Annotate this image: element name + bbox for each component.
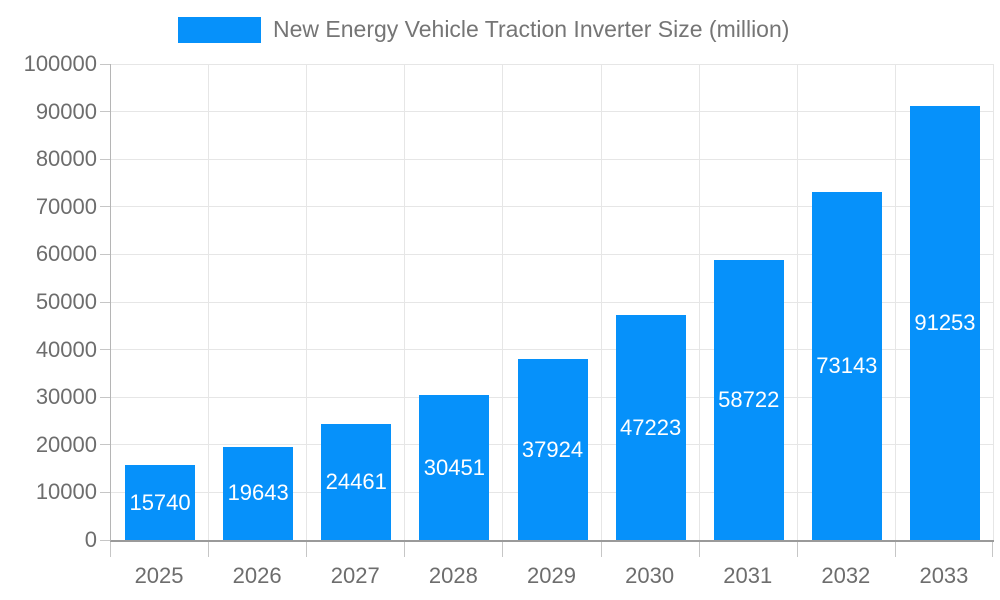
legend-swatch-icon xyxy=(178,16,261,43)
x-axis-label: 2028 xyxy=(428,563,478,588)
x-axis-tick xyxy=(600,542,602,557)
x-axis-label: 2026 xyxy=(232,563,282,588)
x-gridline xyxy=(600,64,602,540)
y-axis-tick xyxy=(100,444,110,446)
bar-value-label: 91253 xyxy=(914,309,976,335)
y-axis-tick xyxy=(100,253,110,255)
x-axis-label: 2031 xyxy=(723,563,773,588)
y-axis-tick xyxy=(100,539,110,541)
y-gridline xyxy=(111,158,994,160)
y-axis-tick xyxy=(100,491,110,493)
y-axis-label: 60000 xyxy=(35,241,97,267)
x-gridline xyxy=(404,64,406,540)
y-axis-label: 10000 xyxy=(35,479,97,505)
x-axis-label: 2030 xyxy=(625,563,675,588)
bar[interactable]: 58722 xyxy=(713,260,784,540)
y-axis-label: 50000 xyxy=(35,289,97,314)
x-gridline xyxy=(993,64,994,540)
bar-value-label: 58722 xyxy=(718,387,780,413)
x-gridline xyxy=(306,64,308,540)
bar[interactable]: 37924 xyxy=(517,359,588,540)
x-axis-label: 2032 xyxy=(821,563,871,588)
y-axis-tick xyxy=(100,396,110,398)
bar[interactable]: 24461 xyxy=(321,423,392,540)
x-axis-tick xyxy=(502,542,504,557)
bar-value-label: 30451 xyxy=(423,454,485,480)
bar[interactable]: 91253 xyxy=(909,105,980,540)
bar[interactable]: 19643 xyxy=(223,446,294,540)
y-axis-label: 70000 xyxy=(35,193,97,219)
bar-value-label: 24461 xyxy=(325,468,387,494)
bar-value-label: 37924 xyxy=(521,436,584,462)
x-axis-tick xyxy=(208,542,210,557)
bar-value-label: 15740 xyxy=(129,489,191,515)
y-gridline xyxy=(111,253,994,255)
bar[interactable]: 15740 xyxy=(125,465,196,540)
y-axis-tick xyxy=(100,349,110,351)
x-axis-tick xyxy=(306,542,308,557)
bar-value-label: 19643 xyxy=(227,480,289,506)
bar-value-label: 47223 xyxy=(620,414,682,440)
bar-value-label: 73143 xyxy=(816,352,878,378)
x-gridline xyxy=(502,64,504,540)
x-axis-tick xyxy=(992,542,993,557)
x-gridline xyxy=(796,64,798,540)
x-gridline xyxy=(698,64,700,540)
y-axis-tick xyxy=(100,63,110,65)
bar[interactable]: 47223 xyxy=(615,315,686,540)
y-axis-tick xyxy=(100,301,110,303)
y-axis-tick xyxy=(100,111,110,113)
x-axis-tick xyxy=(796,542,798,557)
x-axis-label: 2027 xyxy=(330,563,380,588)
y-axis-label: 0 xyxy=(84,527,97,552)
legend-item[interactable]: New Energy Vehicle Traction Inverter Siz… xyxy=(178,16,789,43)
y-gridline xyxy=(111,111,994,113)
y-axis-label: 40000 xyxy=(35,336,97,362)
y-gridline xyxy=(111,63,994,65)
x-axis-label: 2033 xyxy=(919,563,969,588)
x-axis-tick xyxy=(698,542,700,557)
x-axis-tick xyxy=(404,542,406,557)
bar[interactable]: 73143 xyxy=(811,191,882,540)
y-gridline xyxy=(111,349,994,351)
y-gridline xyxy=(111,206,994,208)
x-axis-label: 2029 xyxy=(527,563,576,588)
y-axis-label: 30000 xyxy=(35,384,97,410)
x-gridline xyxy=(208,64,210,540)
y-axis-tick xyxy=(100,206,110,208)
y-gridline xyxy=(111,301,994,303)
x-gridline xyxy=(894,64,896,540)
legend-label: New Energy Vehicle Traction Inverter Siz… xyxy=(273,16,790,42)
y-axis-label: 100000 xyxy=(23,51,97,76)
x-axis-label: 2025 xyxy=(134,563,184,588)
y-axis-tick xyxy=(100,158,110,160)
plot-area: 15740 19643 24461 30451 37924 47223 58722 73143… xyxy=(110,63,994,542)
y-axis-label: 20000 xyxy=(35,431,97,457)
x-axis-tick xyxy=(110,542,111,557)
x-axis-tick xyxy=(894,542,896,557)
y-axis-label: 90000 xyxy=(35,98,97,124)
y-axis-label: 80000 xyxy=(35,146,97,172)
bar[interactable]: 30451 xyxy=(419,395,490,540)
